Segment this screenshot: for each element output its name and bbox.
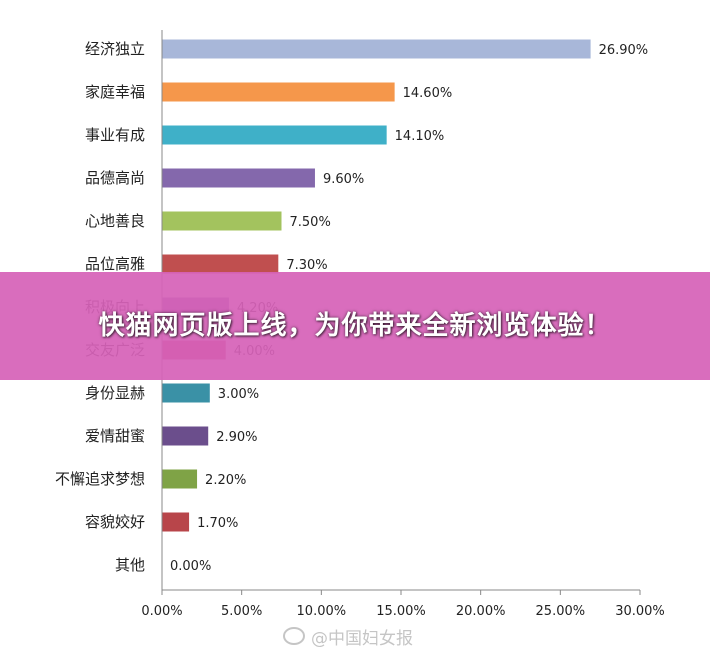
weibo-icon — [283, 627, 305, 645]
data-label: 14.60% — [403, 86, 453, 101]
bar — [162, 125, 387, 145]
bar — [162, 512, 190, 532]
bar — [162, 426, 209, 446]
data-label: 7.30% — [286, 258, 327, 273]
x-tick-label: 15.00% — [376, 604, 426, 619]
bar — [162, 82, 395, 102]
bar — [162, 469, 198, 489]
category-label: 身份显赫 — [85, 384, 145, 402]
x-tick-label: 30.00% — [615, 604, 665, 619]
category-label: 家庭幸福 — [85, 83, 145, 101]
promo-banner-text: 快猫网页版上线，为你带来全新浏览体验！ — [98, 311, 612, 341]
data-label: 26.90% — [599, 43, 649, 58]
category-label: 爱情甜蜜 — [85, 427, 145, 445]
category-label: 容貌姣好 — [85, 513, 145, 531]
bar — [162, 168, 315, 188]
bar — [162, 254, 279, 274]
bar — [162, 383, 210, 403]
data-label: 0.00% — [170, 559, 211, 574]
category-label: 其他 — [115, 556, 145, 574]
data-label: 2.20% — [205, 473, 246, 488]
data-label: 2.90% — [216, 430, 257, 445]
data-label: 1.70% — [197, 516, 238, 531]
x-tick-label: 20.00% — [456, 604, 506, 619]
data-label: 14.10% — [395, 129, 445, 144]
data-label: 9.60% — [323, 172, 364, 187]
category-label: 不懈追求梦想 — [55, 470, 145, 488]
x-tick-label: 0.00% — [141, 604, 182, 619]
category-label: 经济独立 — [85, 40, 145, 58]
x-tick-label: 10.00% — [297, 604, 347, 619]
bar — [162, 211, 282, 231]
watermark: @中国妇女报 — [283, 625, 413, 649]
watermark-text: @中国妇女报 — [311, 628, 413, 649]
bar — [162, 39, 591, 59]
category-label: 品位高雅 — [85, 255, 145, 273]
x-tick-label: 25.00% — [536, 604, 586, 619]
data-label: 3.00% — [218, 387, 259, 402]
category-label: 事业有成 — [85, 126, 145, 144]
category-label: 品德高尚 — [85, 169, 145, 187]
data-label: 7.50% — [290, 215, 331, 230]
category-label: 心地善良 — [85, 212, 145, 230]
promo-banner[interactable]: 快猫网页版上线，为你带来全新浏览体验！ — [0, 272, 710, 380]
x-tick-label: 5.00% — [221, 604, 262, 619]
